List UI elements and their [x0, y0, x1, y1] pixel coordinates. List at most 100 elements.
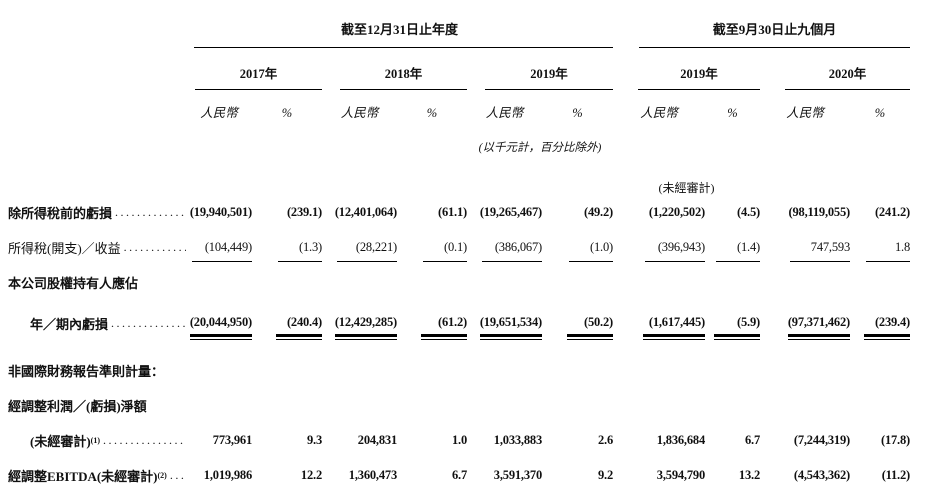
- row-label: 除所得稅前的虧損................................…: [8, 203, 186, 222]
- amount-cell: 747,593: [760, 240, 850, 262]
- column-unit-header-row: 人民幣 % 人民幣 % 人民幣 % 人民幣 % 人民幣 %: [8, 106, 941, 121]
- dot-leader: ........................................…: [115, 205, 186, 219]
- percent-cell: 1.0: [397, 433, 467, 448]
- header-spacer: [8, 66, 186, 90]
- value-text: (1,220,502): [648, 205, 705, 219]
- year-column-2017: 2017年: [186, 66, 322, 90]
- row-label: (未經審計)(1)...............................…: [8, 431, 186, 450]
- currency-header: 人民幣: [340, 106, 379, 120]
- value-text: (240.4): [276, 315, 322, 340]
- table-row: 經調整利潤／(虧損)淨額: [8, 388, 941, 423]
- value-text: 12.2: [300, 468, 322, 482]
- unaudited-note: (未經審計): [658, 181, 715, 195]
- value-text: (19,940,501): [189, 205, 252, 219]
- section-header-row: 截至12月31日止年度 截至9月30日止九個月: [8, 22, 941, 48]
- amount-cell: 1,019,986: [186, 468, 252, 483]
- row-label-text: 非國際財務報告準則計量：: [8, 364, 165, 379]
- value-text: (28,221): [337, 240, 397, 262]
- dot-leader: ........................................…: [169, 468, 186, 482]
- percent-cell: 13.2: [705, 468, 760, 483]
- header-spacer: [8, 22, 186, 48]
- table-row: 除所得稅前的虧損................................…: [8, 195, 941, 230]
- section-title: 截至12月31日止年度: [340, 22, 458, 37]
- percent-header: %: [426, 106, 438, 120]
- value-text: (12,429,285): [334, 315, 397, 340]
- value-text: (49.2): [583, 205, 613, 219]
- value-text: 9.2: [597, 468, 613, 482]
- footnote-superscript: (1): [90, 436, 100, 445]
- amount-cell: 1,033,883: [467, 433, 542, 448]
- percent-cell: 9.2: [542, 468, 613, 483]
- year-label: 2018年: [384, 67, 423, 81]
- amount-cell: (1,220,502): [613, 205, 705, 220]
- row-label-text: 除所得稅前的虧損: [8, 206, 113, 221]
- value-text: 1.0: [451, 433, 467, 447]
- amount-cell: (12,401,064): [322, 205, 397, 220]
- year-label: 2020年: [828, 67, 867, 81]
- row-label: 本公司股權持有人應佔: [8, 273, 186, 292]
- dot-leader: ........................................…: [111, 316, 186, 330]
- row-label-text: 經調整利潤／(虧損)淨額: [8, 399, 147, 414]
- amount-cell: 3,594,790: [613, 468, 705, 483]
- value-text: (4,543,362): [793, 468, 850, 482]
- value-text: (1,617,445): [643, 315, 705, 340]
- percent-cell: (4.5): [705, 205, 760, 220]
- year-column-2019: 2019年: [467, 66, 613, 90]
- year-rule: [638, 89, 760, 90]
- row-label: 年／期內虧損..................................…: [8, 314, 186, 333]
- value-text: 6.7: [744, 433, 760, 447]
- table-row: 所得稅(開支)／收益..............................…: [8, 230, 941, 265]
- value-text: (241.2): [874, 205, 910, 219]
- amount-cell: (98,119,055): [760, 205, 851, 220]
- percent-cell: (241.2): [850, 205, 910, 220]
- unaudited-note-row: (未經審計): [8, 181, 941, 195]
- year-rule: [485, 89, 613, 90]
- value-text: (20,044,950): [189, 315, 252, 340]
- amount-cell: (386,067): [467, 240, 542, 262]
- percent-cell: (5.9): [705, 315, 760, 340]
- percent-header: %: [572, 106, 583, 120]
- row-label-text: 本公司股權持有人應佔: [8, 276, 139, 291]
- table-row: 經調整EBITDA(未經審計)(2)......................…: [8, 458, 941, 493]
- value-text: 1,033,883: [493, 433, 542, 447]
- year-column-2019-9m: 2019年: [613, 66, 760, 90]
- amount-cell: (28,221): [322, 240, 397, 262]
- value-text: (239.4): [864, 315, 910, 340]
- amount-cell: 204,831: [322, 433, 397, 448]
- value-text: (1.3): [278, 240, 322, 262]
- value-text: 9.3: [306, 433, 322, 447]
- year-column-2020-9m: 2020年: [760, 66, 910, 90]
- percent-cell: (50.2): [542, 315, 613, 340]
- row-label-text: 年／期內虧損: [30, 317, 109, 332]
- value-text: (11.2): [881, 468, 911, 482]
- table-row: 非國際財務報告準則計量：: [8, 353, 941, 388]
- value-text: (98,119,055): [788, 205, 851, 219]
- amount-cell: (12,429,285): [322, 315, 397, 340]
- row-label: 所得稅(開支)／收益..............................…: [8, 238, 186, 257]
- currency-header: 人民幣: [485, 106, 524, 120]
- value-text: (50.2): [567, 315, 613, 340]
- amount-cell: (19,265,467): [467, 205, 542, 220]
- section-rule: [639, 47, 910, 48]
- value-text: (61.1): [437, 205, 467, 219]
- section-nine-months-sep30: 截至9月30日止九個月: [613, 22, 910, 48]
- section-rule: [194, 47, 613, 48]
- value-text: 1,360,473: [348, 468, 397, 482]
- row-label-text: 所得稅(開支)／收益: [8, 241, 121, 256]
- year-label: 2017年: [239, 67, 278, 81]
- percent-cell: 12.2: [252, 468, 322, 483]
- amount-cell: 1,836,684: [613, 433, 705, 448]
- currency-header: 人民幣: [640, 106, 678, 120]
- value-text: (396,943): [645, 240, 705, 262]
- percent-cell: (61.1): [397, 205, 467, 220]
- percent-header: %: [281, 106, 293, 120]
- value-text: (4.5): [737, 205, 760, 219]
- value-text: 1,019,986: [203, 468, 252, 482]
- row-label: 經調整利潤／(虧損)淨額: [8, 396, 186, 415]
- currency-header: 人民幣: [200, 106, 238, 120]
- table-row: 本公司股權持有人應佔: [8, 265, 941, 300]
- percent-cell: (1.0): [542, 240, 613, 262]
- percent-cell: (11.2): [850, 468, 911, 483]
- percent-cell: (1.4): [705, 240, 760, 262]
